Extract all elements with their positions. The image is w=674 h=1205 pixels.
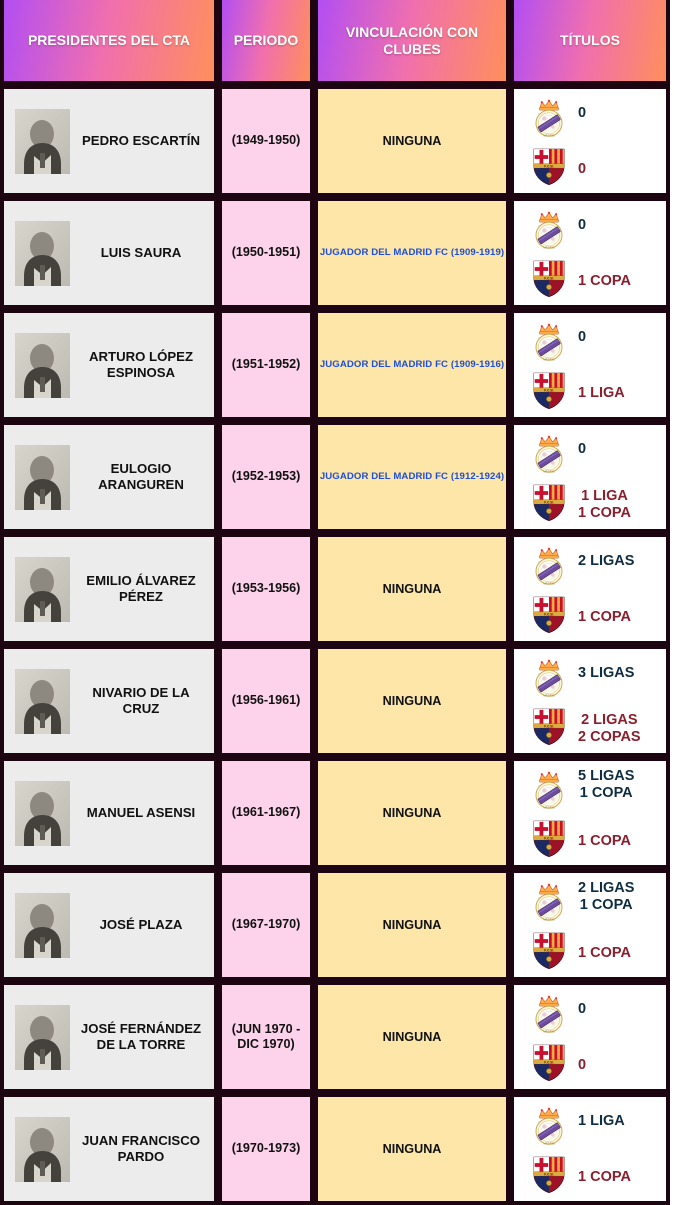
svg-text:F.C.B.: F.C.B. xyxy=(544,1060,554,1064)
svg-text:MADRID: MADRID xyxy=(543,805,555,809)
svg-text:F.C.B.: F.C.B. xyxy=(544,500,554,504)
svg-text:MADRID: MADRID xyxy=(543,581,555,585)
svg-text:MADRID: MADRID xyxy=(543,917,555,921)
svg-text:F.C.B.: F.C.B. xyxy=(544,1172,554,1176)
svg-text:MADRID: MADRID xyxy=(543,469,555,473)
svg-text:F.C.B.: F.C.B. xyxy=(544,612,554,616)
svg-text:F.C.B.: F.C.B. xyxy=(544,276,554,280)
svg-text:MADRID: MADRID xyxy=(543,1141,555,1145)
svg-text:MADRID: MADRID xyxy=(543,357,555,361)
svg-text:MADRID: MADRID xyxy=(543,245,555,249)
svg-text:MADRID: MADRID xyxy=(543,1029,555,1033)
svg-text:F.C.B.: F.C.B. xyxy=(544,164,554,168)
svg-text:F.C.B.: F.C.B. xyxy=(544,948,554,952)
svg-text:F.C.B.: F.C.B. xyxy=(544,724,554,728)
svg-text:F.C.B.: F.C.B. xyxy=(544,836,554,840)
svg-text:MADRID: MADRID xyxy=(543,133,555,137)
svg-text:MADRID: MADRID xyxy=(543,693,555,697)
svg-text:F.C.B.: F.C.B. xyxy=(544,388,554,392)
